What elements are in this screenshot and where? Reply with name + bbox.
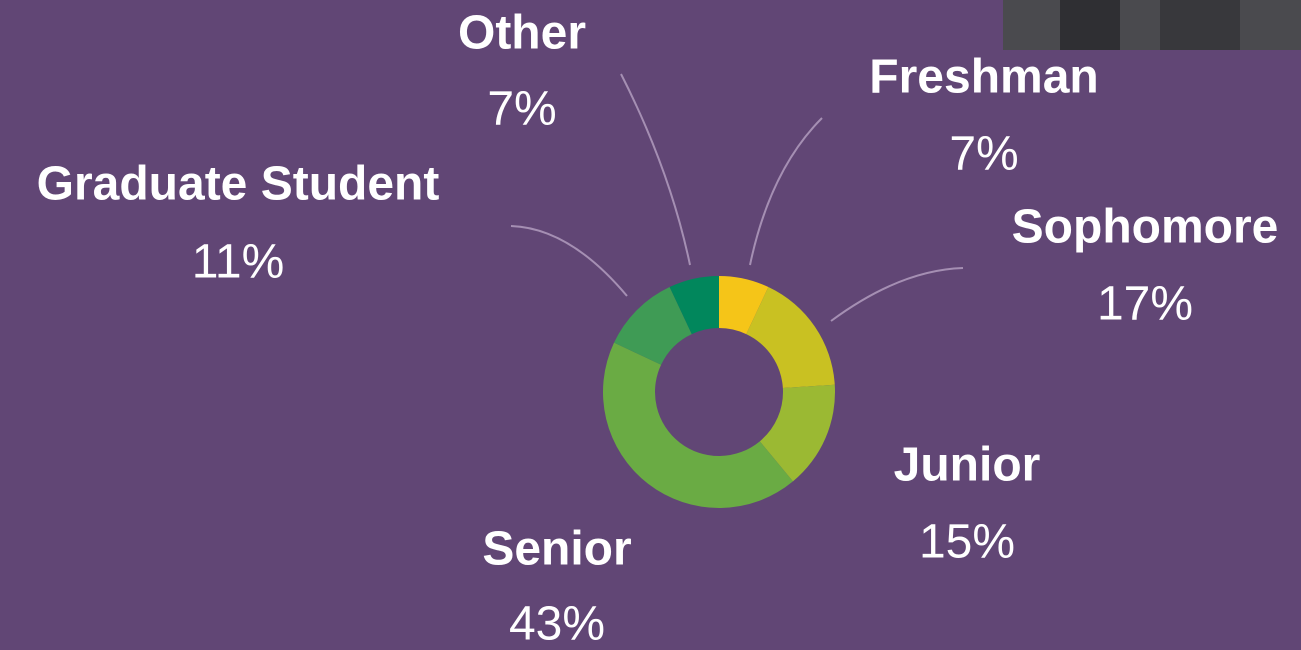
value-label: 7% — [949, 128, 1018, 181]
value-label: 7% — [487, 83, 556, 136]
value-label: 11% — [192, 236, 285, 289]
photo-detail — [1160, 0, 1240, 50]
value-label: 17% — [1097, 278, 1193, 331]
category-label: Graduate Student — [37, 158, 440, 211]
category-label: Freshman — [869, 51, 1098, 104]
category-label: Junior — [894, 439, 1041, 492]
photo-detail — [1060, 0, 1120, 50]
category-label: Senior — [482, 523, 631, 576]
photo — [1003, 0, 1301, 50]
value-label: 43% — [509, 598, 605, 650]
value-label: 15% — [919, 516, 1015, 569]
category-label: Other — [458, 7, 586, 60]
chart: Freshman 7% Sophomore 17% Junior 15% Senior 43%… — [0, 0, 1301, 650]
category-label: Sophomore — [1012, 201, 1279, 254]
page: Freshman 7% Sophomore 17% Junior 15% Senior 43%… — [0, 0, 1301, 650]
